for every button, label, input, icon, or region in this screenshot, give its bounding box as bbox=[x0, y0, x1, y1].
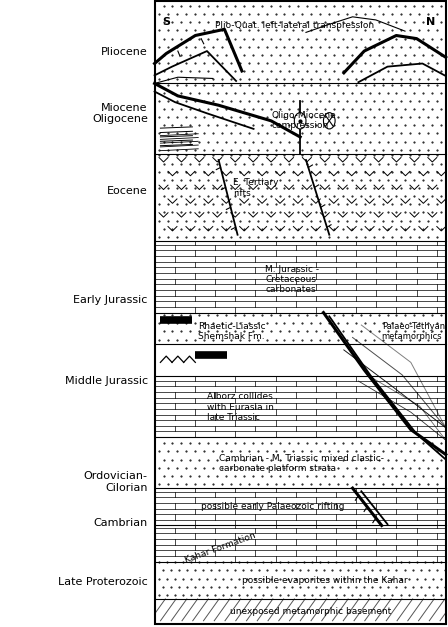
Bar bbox=[155, 1, 446, 624]
Bar bbox=[155, 1, 446, 624]
Text: Alborz collides
with Eurasia in
late Triassic: Alborz collides with Eurasia in late Tri… bbox=[207, 393, 274, 422]
Text: M. Jurassic -
Cretaceous
carbonates: M. Jurassic - Cretaceous carbonates bbox=[265, 265, 319, 295]
Circle shape bbox=[323, 113, 335, 129]
Text: Oligo-Miocene
compression: Oligo-Miocene compression bbox=[271, 111, 336, 130]
Text: Early Jurassic: Early Jurassic bbox=[73, 295, 148, 305]
Text: Cambrian - M. Triassic mixed clastic-
carbonate platform strata: Cambrian - M. Triassic mixed clastic- ca… bbox=[219, 453, 383, 473]
Text: Palaeo-Tethyan
metamorphics: Palaeo-Tethyan metamorphics bbox=[382, 322, 445, 341]
Text: Kahar Formation: Kahar Formation bbox=[184, 531, 257, 565]
Text: possible early Palaeozoic rifting: possible early Palaeozoic rifting bbox=[201, 502, 345, 511]
Text: Rhaetic-Liassic
Shemshak Fm.: Rhaetic-Liassic Shemshak Fm. bbox=[198, 322, 266, 341]
Text: Late Proterozoic: Late Proterozoic bbox=[58, 577, 148, 586]
Text: unexposed metamorphic basement: unexposed metamorphic basement bbox=[230, 607, 392, 616]
Text: Plio-Quat. left-lateral transpression: Plio-Quat. left-lateral transpression bbox=[215, 21, 374, 30]
Text: N: N bbox=[426, 17, 435, 27]
Text: Ordovician-
Cilorian: Ordovician- Cilorian bbox=[84, 471, 148, 493]
Circle shape bbox=[294, 113, 306, 129]
Text: S: S bbox=[162, 17, 170, 27]
Text: Eocene: Eocene bbox=[107, 186, 148, 196]
Text: Miocene
Oligocene: Miocene Oligocene bbox=[92, 103, 148, 124]
Text: Cambrian: Cambrian bbox=[94, 518, 148, 528]
Text: Middle Jurassic: Middle Jurassic bbox=[65, 376, 148, 386]
Text: E. Tertiary
rifts: E. Tertiary rifts bbox=[233, 178, 279, 198]
Text: Pliocene: Pliocene bbox=[101, 47, 148, 57]
Text: possible evaporites within the Kahar: possible evaporites within the Kahar bbox=[242, 576, 408, 585]
